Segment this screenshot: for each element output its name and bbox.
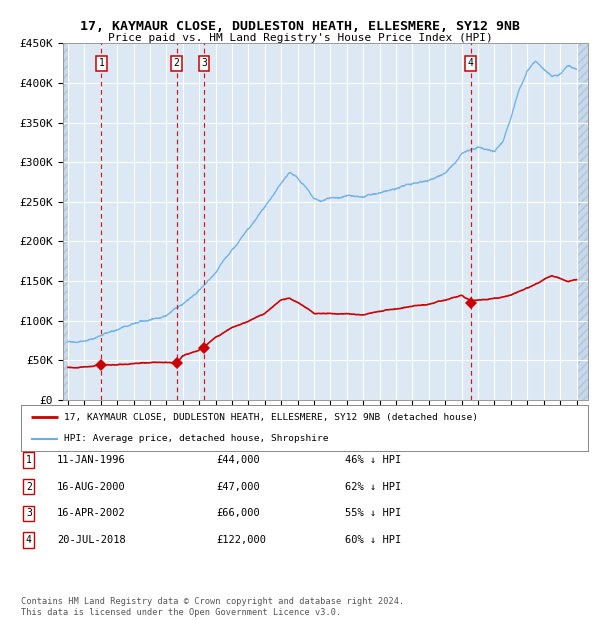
Text: 46% ↓ HPI: 46% ↓ HPI: [345, 455, 401, 465]
Text: 62% ↓ HPI: 62% ↓ HPI: [345, 482, 401, 492]
Text: 17, KAYMAUR CLOSE, DUDLESTON HEATH, ELLESMERE, SY12 9NB (detached house): 17, KAYMAUR CLOSE, DUDLESTON HEATH, ELLE…: [64, 413, 478, 422]
Text: 1: 1: [98, 58, 104, 68]
Text: 4: 4: [468, 58, 473, 68]
Text: £47,000: £47,000: [216, 482, 260, 492]
Text: 16-APR-2002: 16-APR-2002: [57, 508, 126, 518]
Text: £44,000: £44,000: [216, 455, 260, 465]
Text: 20-JUL-2018: 20-JUL-2018: [57, 535, 126, 545]
Text: 1: 1: [26, 455, 32, 465]
Text: 17, KAYMAUR CLOSE, DUDLESTON HEATH, ELLESMERE, SY12 9NB: 17, KAYMAUR CLOSE, DUDLESTON HEATH, ELLE…: [80, 20, 520, 32]
Text: 4: 4: [26, 535, 32, 545]
Text: 60% ↓ HPI: 60% ↓ HPI: [345, 535, 401, 545]
Text: 3: 3: [201, 58, 207, 68]
Text: £66,000: £66,000: [216, 508, 260, 518]
Text: HPI: Average price, detached house, Shropshire: HPI: Average price, detached house, Shro…: [64, 434, 328, 443]
Text: 55% ↓ HPI: 55% ↓ HPI: [345, 508, 401, 518]
Text: Price paid vs. HM Land Registry's House Price Index (HPI): Price paid vs. HM Land Registry's House …: [107, 33, 493, 43]
Text: £122,000: £122,000: [216, 535, 266, 545]
Bar: [63, 43, 68, 400]
Text: 3: 3: [26, 508, 32, 518]
Text: 16-AUG-2000: 16-AUG-2000: [57, 482, 126, 492]
Text: 2: 2: [173, 58, 179, 68]
Text: Contains HM Land Registry data © Crown copyright and database right 2024.
This d: Contains HM Land Registry data © Crown c…: [21, 598, 404, 617]
Text: 2: 2: [26, 482, 32, 492]
Bar: [577, 43, 588, 400]
Text: 11-JAN-1996: 11-JAN-1996: [57, 455, 126, 465]
